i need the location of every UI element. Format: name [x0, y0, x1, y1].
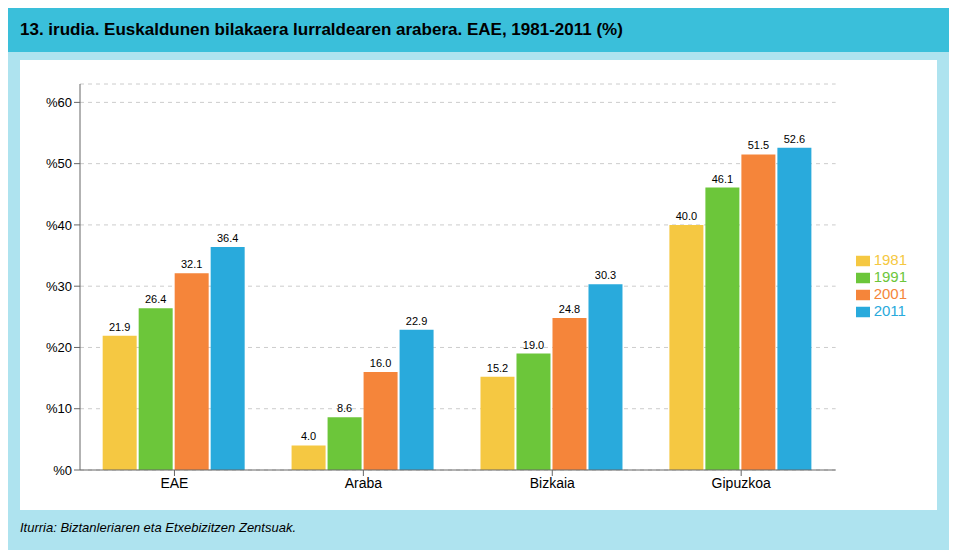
svg-text:30.3: 30.3	[595, 269, 616, 281]
svg-text:32.1: 32.1	[181, 258, 202, 270]
svg-text:24.8: 24.8	[559, 303, 580, 315]
svg-text:%0: %0	[53, 463, 72, 478]
svg-text:16.0: 16.0	[370, 357, 391, 369]
html-text:2011: 2011	[873, 302, 906, 319]
svg-text:%60: %60	[46, 95, 72, 110]
html-text:1991: 1991	[873, 268, 907, 285]
svg-text:%50: %50	[46, 156, 72, 171]
svg-text:%30: %30	[46, 279, 72, 294]
html-text:Iturria: Biztanleriaren eta Et: Iturria: Biztanleriaren eta Etxebizitzen…	[20, 520, 296, 535]
svg-text:36.4: 36.4	[217, 232, 238, 244]
html-text:13. irudia. Euskaldunen bilaka: 13. irudia. Euskaldunen bilakaera lurral…	[20, 20, 623, 39]
svg-text:Gipuzkoa: Gipuzkoa	[712, 475, 771, 491]
html-text:1981: 1981	[873, 250, 907, 268]
svg-text:51.5: 51.5	[748, 139, 769, 151]
svg-text:21.9: 21.9	[109, 321, 130, 333]
svg-text:Bizkaia: Bizkaia	[530, 475, 575, 491]
svg-text:Araba: Araba	[345, 475, 383, 491]
svg-text:15.2: 15.2	[487, 362, 508, 374]
svg-text:22.9: 22.9	[406, 315, 427, 327]
svg-text:%20: %20	[46, 340, 72, 355]
svg-text:4.0: 4.0	[301, 430, 316, 442]
svg-text:8.6: 8.6	[337, 402, 352, 414]
svg-text:26.4: 26.4	[145, 293, 166, 305]
svg-text:52.6: 52.6	[784, 133, 805, 145]
svg-text:46.1: 46.1	[712, 173, 733, 185]
svg-text:EAE: EAE	[160, 475, 188, 491]
svg-text:%10: %10	[46, 401, 72, 416]
svg-text:40.0: 40.0	[676, 210, 697, 222]
svg-text:19.0: 19.0	[523, 339, 544, 351]
html-text:2001: 2001	[873, 285, 907, 302]
svg-text:%40: %40	[46, 218, 72, 233]
